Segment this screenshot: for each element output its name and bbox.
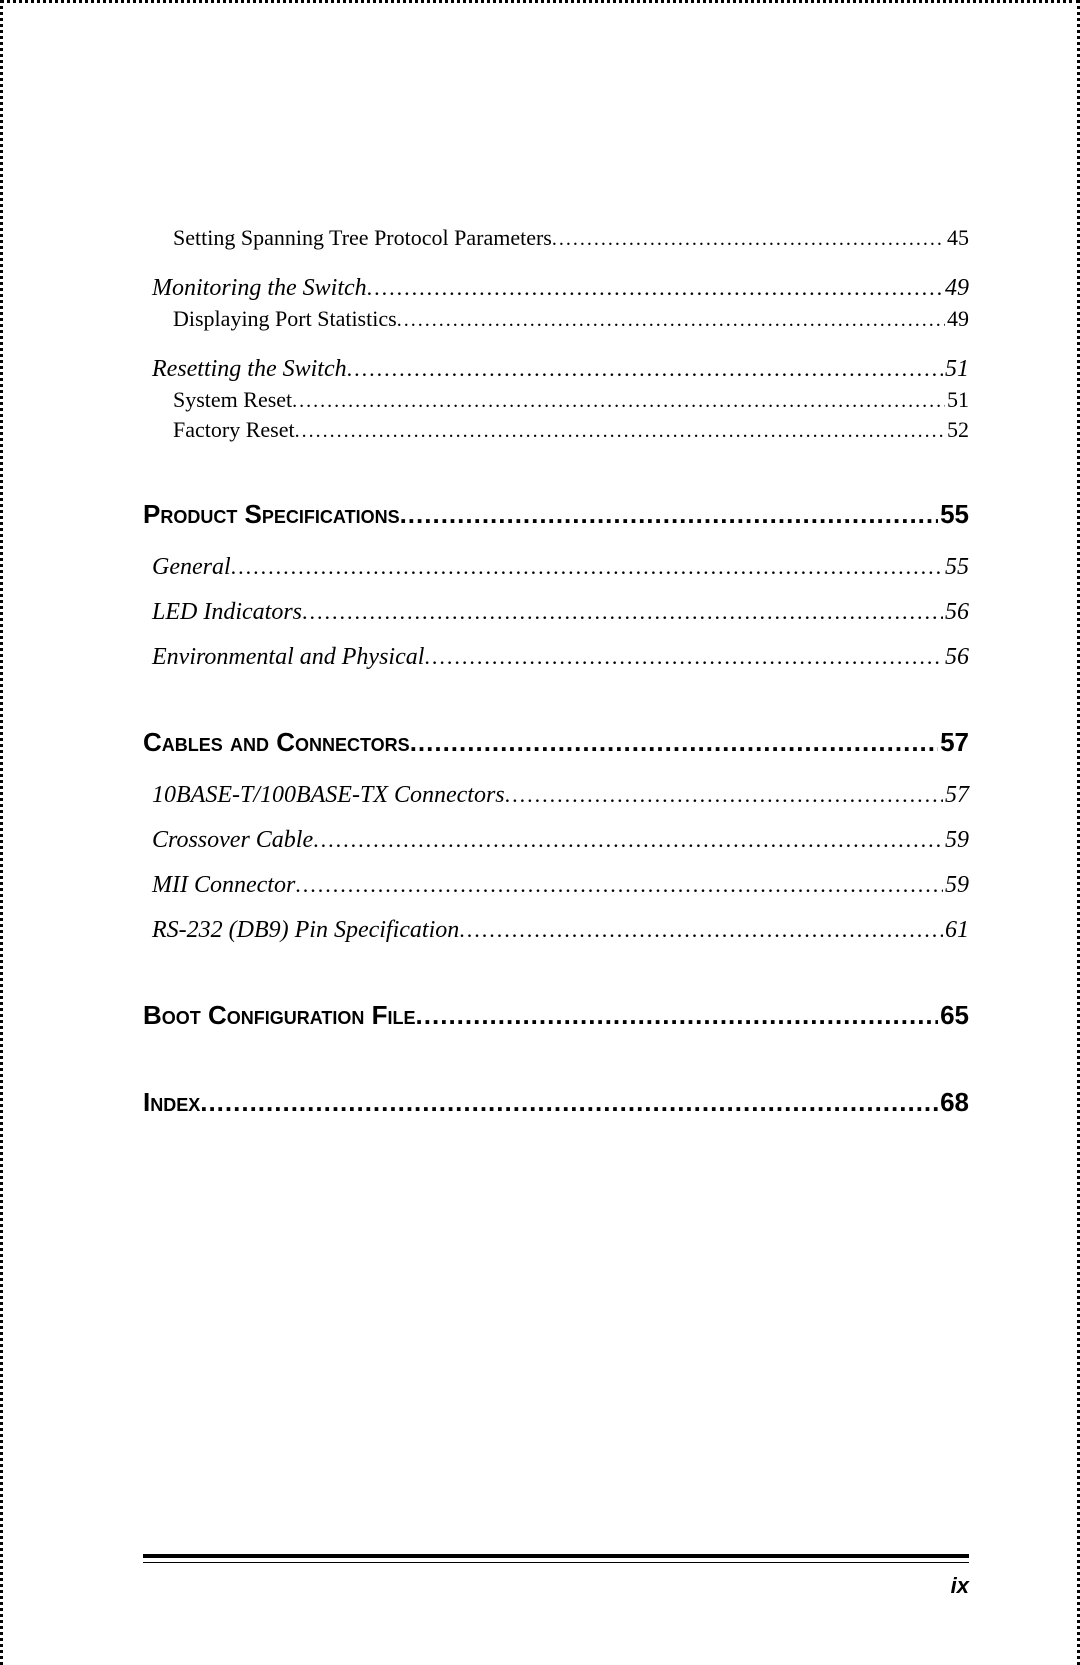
toc-entry: MII Connector 59 [143,872,969,899]
toc-entry: 10BASE-T/100BASE-TX Connectors 57 [143,782,969,809]
toc-entry: Product Specifications 55 [143,499,969,530]
toc-dot-leader [292,390,945,413]
toc-entry: RS-232 (DB9) Pin Specification 61 [143,917,969,944]
toc-entry-label: Product Specifications [143,499,400,530]
toc-list: Setting Spanning Tree Protocol Parameter… [143,225,969,1118]
toc-dot-leader [416,1000,939,1031]
toc-entry-label: Factory Reset [173,417,295,443]
toc-dot-leader [367,275,943,301]
footer-rule-thin [143,1562,969,1563]
toc-entry-label: MII Connector [152,872,295,899]
toc-dot-leader [424,644,943,670]
toc-dot-leader [295,420,945,443]
toc-entry-label: RS-232 (DB9) Pin Specification [152,917,459,944]
toc-entry-page: 65 [938,1000,969,1031]
toc-entry-page: 55 [938,499,969,530]
toc-entry-page: 59 [943,872,969,899]
toc-entry: General 55 [143,554,969,581]
toc-entry-page: 51 [945,387,969,413]
toc-dot-leader [231,554,943,580]
toc-entry-page: 51 [943,356,969,383]
toc-entry-page: 68 [938,1087,969,1118]
page-footer: ix [143,1554,969,1599]
toc-dot-leader [347,356,943,382]
page-number: ix [143,1573,969,1599]
toc-entry-page: 45 [945,225,969,251]
toc-entry: Cables and Connectors 57 [143,727,969,758]
toc-dot-leader [410,727,938,758]
toc-entry-label: Index [143,1087,200,1118]
toc-entry-page: 52 [945,417,969,443]
toc-entry-page: 56 [943,644,969,671]
toc-entry: Monitoring the Switch 49 [143,275,969,302]
toc-dot-leader [200,1087,938,1118]
toc-entry-label: Resetting the Switch [152,356,347,383]
toc-entry-label: 10BASE-T/100BASE-TX Connectors [152,782,505,809]
toc-entry-page: 49 [943,275,969,302]
toc-entry: Index 68 [143,1087,969,1118]
toc-entry-label: Monitoring the Switch [152,275,367,302]
toc-entry: Setting Spanning Tree Protocol Parameter… [143,225,969,251]
toc-entry-page: 49 [945,306,969,332]
toc-entry: LED Indicators 56 [143,599,969,626]
toc-entry-label: System Reset [173,387,292,413]
toc-dot-leader [397,309,945,332]
toc-dot-leader [302,599,943,625]
toc-entry-page: 59 [943,827,969,854]
toc-dot-leader [505,782,943,808]
toc-entry: Displaying Port Statistics 49 [143,306,969,332]
toc-entry-label: Crossover Cable [152,827,313,854]
toc-entry-label: Environmental and Physical [152,644,424,671]
toc-entry: System Reset 51 [143,387,969,413]
toc-entry: Boot Configuration File 65 [143,1000,969,1031]
toc-entry-page: 55 [943,554,969,581]
toc-entry: Factory Reset 52 [143,417,969,443]
toc-entry-label: Boot Configuration File [143,1000,416,1031]
toc-entry-label: Setting Spanning Tree Protocol Parameter… [173,225,552,251]
toc-entry-label: Cables and Connectors [143,727,410,758]
toc-dot-leader [313,827,943,853]
toc-entry-page: 56 [943,599,969,626]
toc-entry-page: 57 [938,727,969,758]
footer-rule-thick [143,1554,969,1558]
toc-entry-label: General [152,554,231,581]
toc-page: Setting Spanning Tree Protocol Parameter… [0,0,1080,1665]
toc-dot-leader [552,228,945,251]
toc-dot-leader [400,499,939,530]
toc-entry: Resetting the Switch 51 [143,356,969,383]
toc-dot-leader [295,872,943,898]
toc-entry-label: Displaying Port Statistics [173,306,397,332]
toc-entry: Environmental and Physical 56 [143,644,969,671]
toc-entry-label: LED Indicators [152,599,302,626]
toc-entry: Crossover Cable 59 [143,827,969,854]
toc-dot-leader [459,917,943,943]
toc-entry-page: 61 [943,917,969,944]
toc-entry-page: 57 [943,782,969,809]
